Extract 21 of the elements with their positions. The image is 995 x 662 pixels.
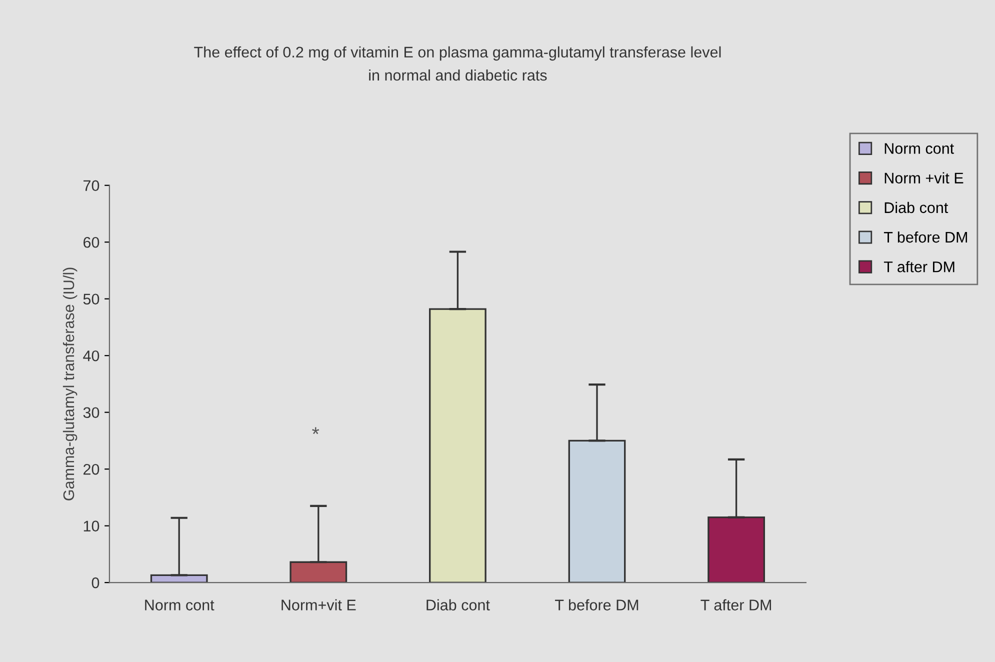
legend-label: Norm +vit E	[884, 172, 964, 184]
x-tick-label: Norm cont	[145, 600, 214, 610]
legend-label: Diab cont	[884, 202, 948, 214]
legend-label: Norm cont	[884, 143, 954, 154]
x-tick-label: Norm+vit E	[282, 599, 356, 610]
y-tick-label: 50	[83, 294, 100, 305]
y-tick-label: 0	[92, 577, 100, 588]
y-tick-label: 60	[84, 236, 100, 248]
annotation: *	[312, 427, 320, 434]
legend-label: T after DM	[884, 261, 954, 272]
y-tick-label: 40	[83, 350, 100, 362]
x-tick-label: Diab cont	[426, 599, 490, 610]
y-tick-label: 10	[84, 520, 100, 532]
x-tick-label: T after DM	[700, 599, 771, 610]
x-tick-label: T before DM	[555, 599, 638, 610]
chart-title: The effect of 0.2 mg of vitamin E on plasma gamma-glutamyl transferase level in normal and diabetic rats	[194, 46, 721, 81]
y-axis-title: Gamma-glutamyl transferase (IU/l)	[62, 268, 78, 500]
y-tick-label: 20	[84, 464, 100, 475]
y-tick-label: 70	[84, 180, 100, 192]
y-tick-label: 30	[83, 407, 100, 418]
legend-label: T before DM	[884, 231, 967, 243]
